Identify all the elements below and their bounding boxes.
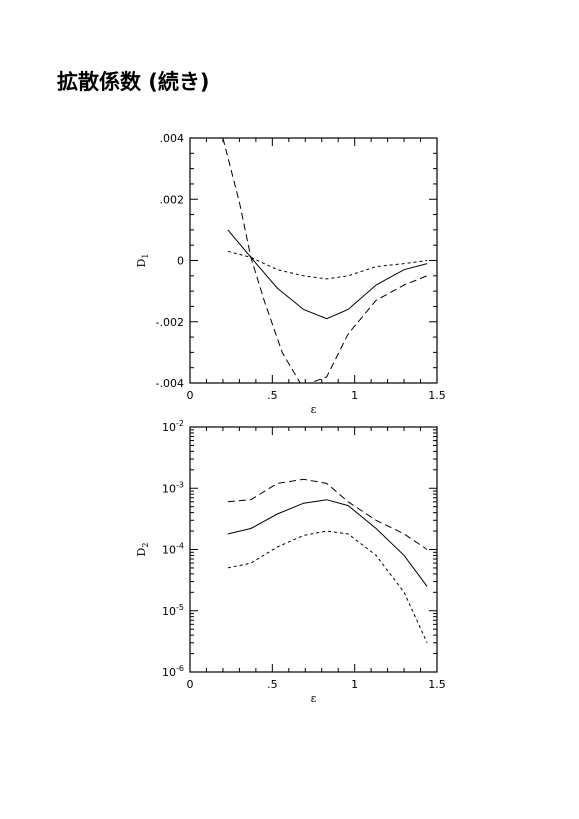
series-line-dashed — [222, 138, 428, 383]
y-axis-label: D2 — [135, 543, 150, 557]
y-tick-label: -.004 — [156, 377, 184, 390]
x-axis-label: ε — [311, 403, 317, 416]
x-tick-label: .5 — [267, 678, 278, 691]
y-tick-label: .002 — [160, 193, 185, 206]
x-tick-label: 1 — [351, 389, 358, 402]
series-line-dotted — [227, 250, 428, 280]
x-tick-label: 1.5 — [428, 389, 446, 402]
y-tick-label: -.002 — [156, 316, 184, 329]
page-title: 拡散係数 (続き) — [57, 70, 210, 94]
x-axis-label: ε — [311, 692, 317, 705]
series-line-solid — [227, 499, 428, 587]
series-group — [227, 478, 428, 644]
plot-frame — [189, 426, 438, 673]
y-tick-label: 10-6 — [162, 664, 184, 679]
y-tick-label: 10-4 — [162, 542, 184, 557]
series-group — [222, 138, 428, 383]
y-tick-label: 10-5 — [162, 603, 184, 618]
x-tick-label: 0 — [187, 389, 194, 402]
x-tick-label: .5 — [267, 389, 278, 402]
x-tick-label: 1.5 — [428, 678, 446, 691]
series-line-dotted — [227, 530, 428, 644]
chart-d2: 0 .5 1 1.5 10-6 10-5 10-4 10-3 10-2 ε D2 — [135, 419, 446, 705]
plot-frame — [189, 137, 438, 384]
series-line-solid — [227, 229, 428, 320]
series-line-dashed — [227, 478, 428, 550]
chart-d1: 0 .5 1 1.5 -.004 -.002 0 .002 .004 ε D1 — [135, 132, 446, 416]
x-tick-label: 0 — [187, 678, 194, 691]
y-tick-label: 0 — [177, 255, 184, 268]
y-tick-label: .004 — [160, 132, 185, 145]
y-tick-label: 10-3 — [162, 480, 184, 495]
x-tick-label: 1 — [351, 678, 358, 691]
y-axis-label: D1 — [135, 254, 150, 268]
y-tick-label: 10-2 — [162, 419, 184, 434]
